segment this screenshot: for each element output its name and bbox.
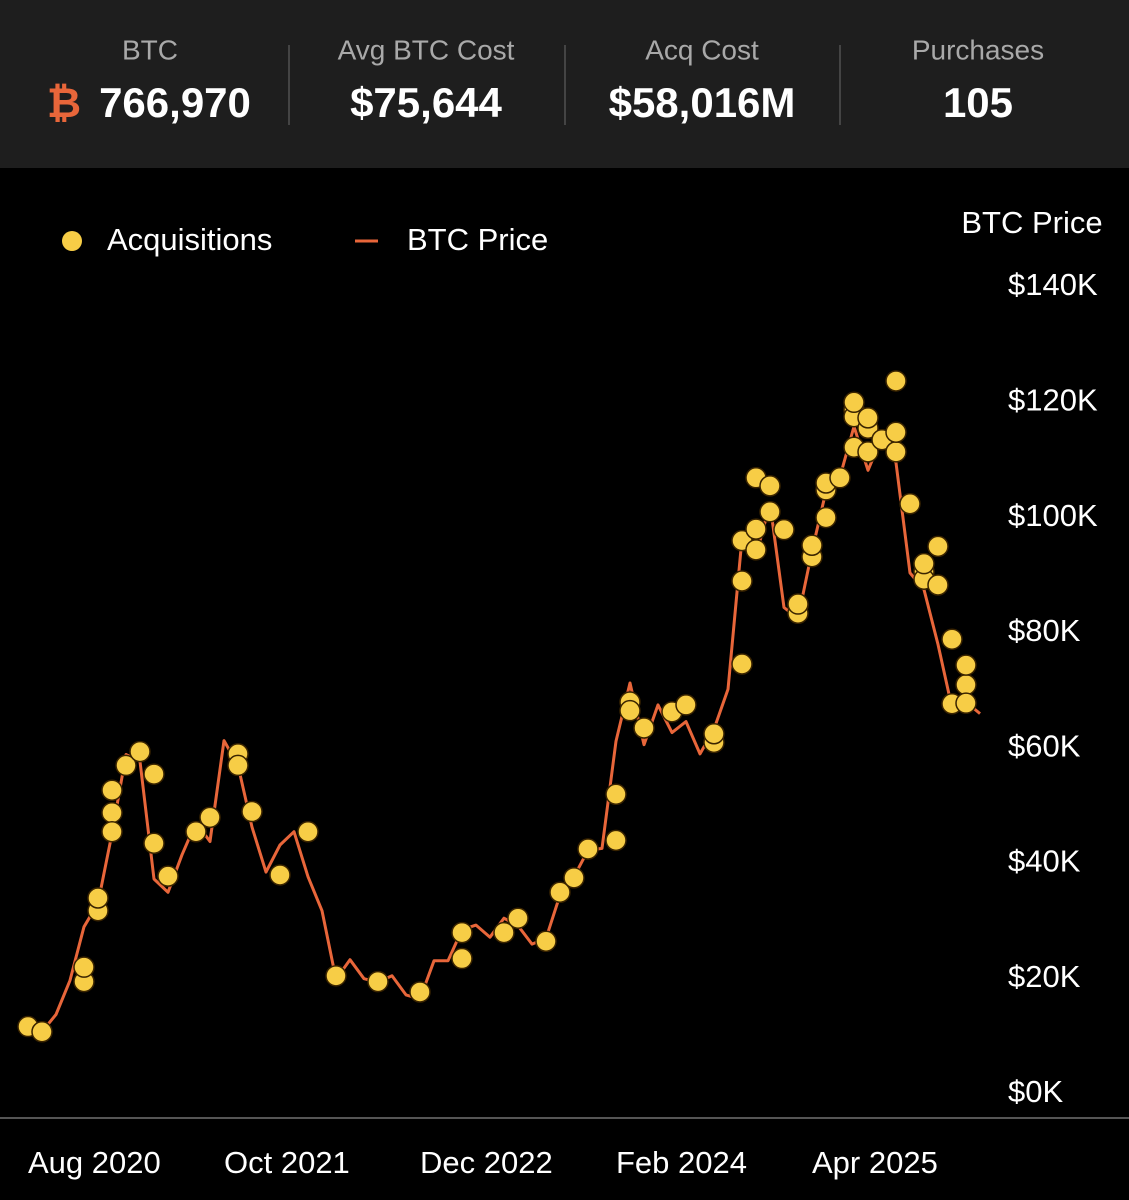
y-tick-label: $100K [1008, 498, 1098, 533]
acquisition-point [87, 887, 109, 909]
x-tick-label: Apr 2025 [812, 1145, 938, 1180]
btc-symbol: ₿ [47, 79, 81, 126]
y-tick-label: $140K [1008, 267, 1098, 302]
acquisition-point [157, 865, 179, 887]
chart-area [0, 168, 1129, 1200]
acquisition-point [297, 820, 319, 843]
acquisition-point [857, 407, 879, 429]
acquisition-point [549, 881, 571, 903]
acquisition-point [759, 501, 781, 523]
acquisition-point [927, 574, 949, 596]
acquisition-point [563, 867, 585, 889]
acquisition-point [731, 570, 753, 592]
y-axis-title: BTC Price [961, 205, 1102, 240]
acquisition-point [885, 421, 907, 444]
acquisition-point [367, 970, 389, 993]
acquisition-point [829, 467, 851, 489]
acquisition-point [815, 506, 837, 529]
acquisition-point [745, 518, 767, 540]
x-tick-label: Oct 2021 [224, 1145, 350, 1180]
acquisition-point [731, 653, 753, 675]
acquisition-point [857, 441, 879, 463]
acquisition-point [31, 1020, 53, 1043]
acquisition-point [843, 391, 865, 414]
x-tick-label: Aug 2020 [28, 1145, 161, 1180]
legend-marker [62, 231, 82, 251]
acquisition-point [675, 694, 697, 716]
x-tick-label: Feb 2024 [616, 1145, 747, 1180]
acquisition-point [143, 832, 165, 855]
stat-label: Acq Cost [645, 34, 759, 65]
stat-value: $75,644 [350, 79, 502, 126]
acquisition-point [269, 864, 291, 886]
acquisition-point [493, 921, 515, 944]
stat-label: BTC [122, 34, 178, 65]
acquisition-point [885, 370, 907, 392]
acquisition-point [577, 838, 599, 860]
y-tick-label: $60K [1008, 728, 1081, 763]
acquisition-point [913, 552, 935, 575]
acquisition-point [941, 628, 963, 650]
acquisition-point [325, 965, 347, 987]
legend-label: BTC Price [407, 222, 548, 257]
acquisition-point [409, 981, 431, 1003]
acquisition-point [787, 593, 809, 615]
acquisition-point [73, 956, 95, 978]
acquisition-point [899, 492, 921, 515]
acquisition-point [759, 475, 781, 497]
acquisition-point [101, 801, 123, 824]
y-tick-label: $40K [1008, 844, 1081, 879]
acquisition-point [801, 534, 823, 556]
acquisition-point [451, 921, 473, 944]
stat-value: 766,970 [99, 79, 251, 126]
acquisition-point [605, 783, 627, 806]
acquisition-point [955, 673, 977, 696]
acquisition-point [101, 779, 123, 801]
acquisition-point [927, 535, 949, 558]
acquisition-point [703, 722, 725, 745]
acquisition-point [227, 754, 249, 777]
acquisition-point [605, 829, 627, 852]
acquisition-point [115, 754, 137, 777]
y-tick-label: $120K [1008, 382, 1098, 417]
x-tick-label: Dec 2022 [420, 1145, 553, 1180]
acquisition-point [619, 699, 641, 722]
y-tick-label: $0K [1008, 1074, 1063, 1109]
stat-value: $58,016M [609, 79, 796, 126]
stat-value: 105 [943, 79, 1013, 126]
acquisition-point [185, 820, 207, 843]
stat-label: Avg BTC Cost [338, 34, 515, 65]
acquisition-point [633, 717, 655, 739]
legend-label: Acquisitions [107, 222, 272, 257]
acquisition-point [129, 740, 151, 763]
y-tick-label: $80K [1008, 613, 1081, 648]
stat-label: Purchases [912, 34, 1044, 65]
acquisition-point [507, 907, 529, 929]
acquisition-point [101, 820, 123, 843]
acquisition-point [143, 763, 165, 785]
acquisition-point [885, 441, 907, 463]
acquisition-point [535, 930, 557, 952]
acquisition-point [745, 539, 767, 561]
y-tick-label: $20K [1008, 959, 1081, 994]
acquisition-point [451, 947, 473, 970]
acquisition-point [773, 518, 795, 541]
acquisition-point [955, 692, 977, 714]
acquisition-point [241, 800, 263, 823]
acquisition-point [955, 654, 977, 676]
acquisition-point [199, 806, 221, 829]
